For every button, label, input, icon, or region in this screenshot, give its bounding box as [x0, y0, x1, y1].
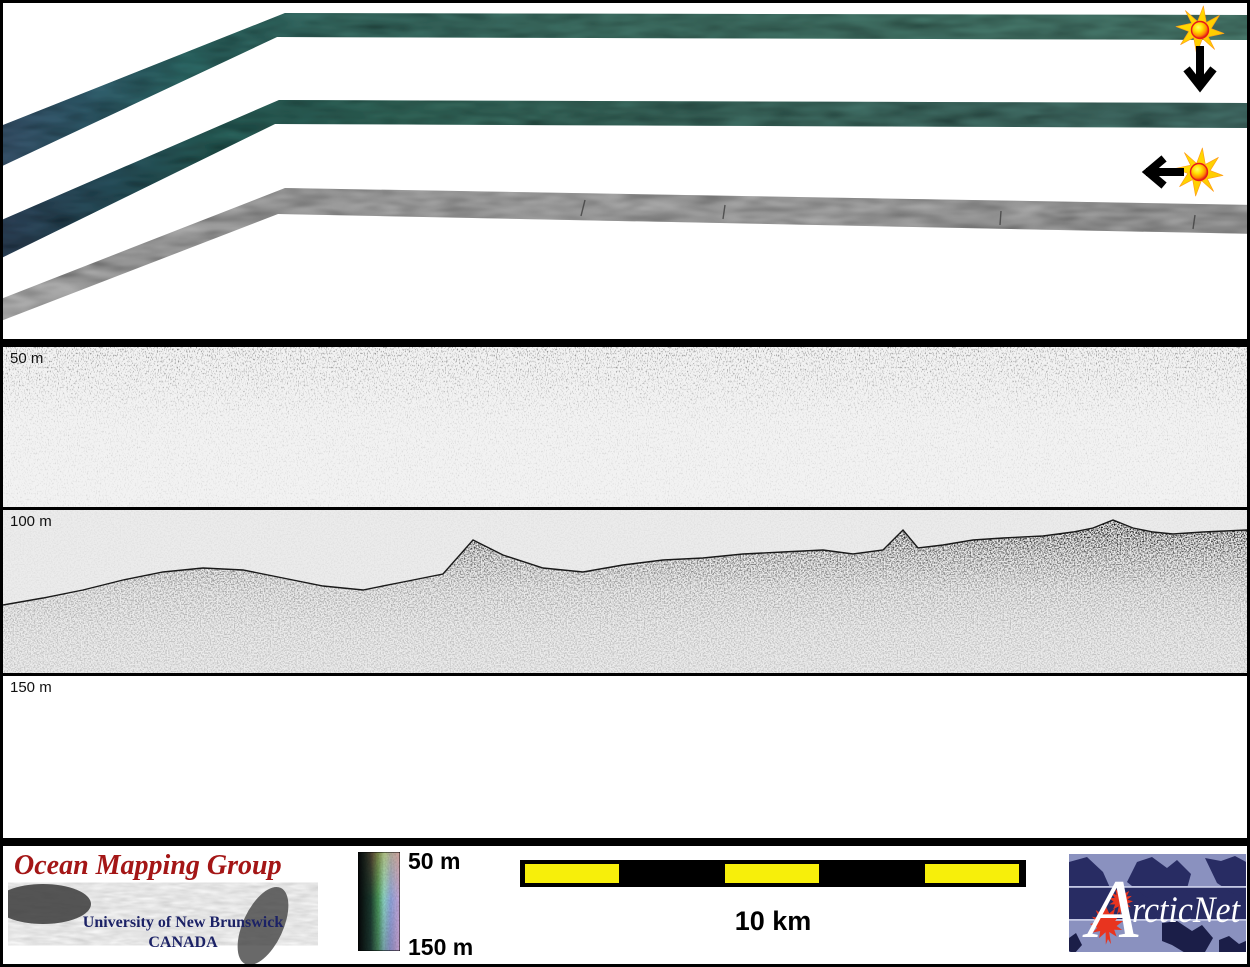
svg-text:rcticNet: rcticNet	[1132, 890, 1242, 931]
svg-text:A: A	[1082, 863, 1139, 953]
